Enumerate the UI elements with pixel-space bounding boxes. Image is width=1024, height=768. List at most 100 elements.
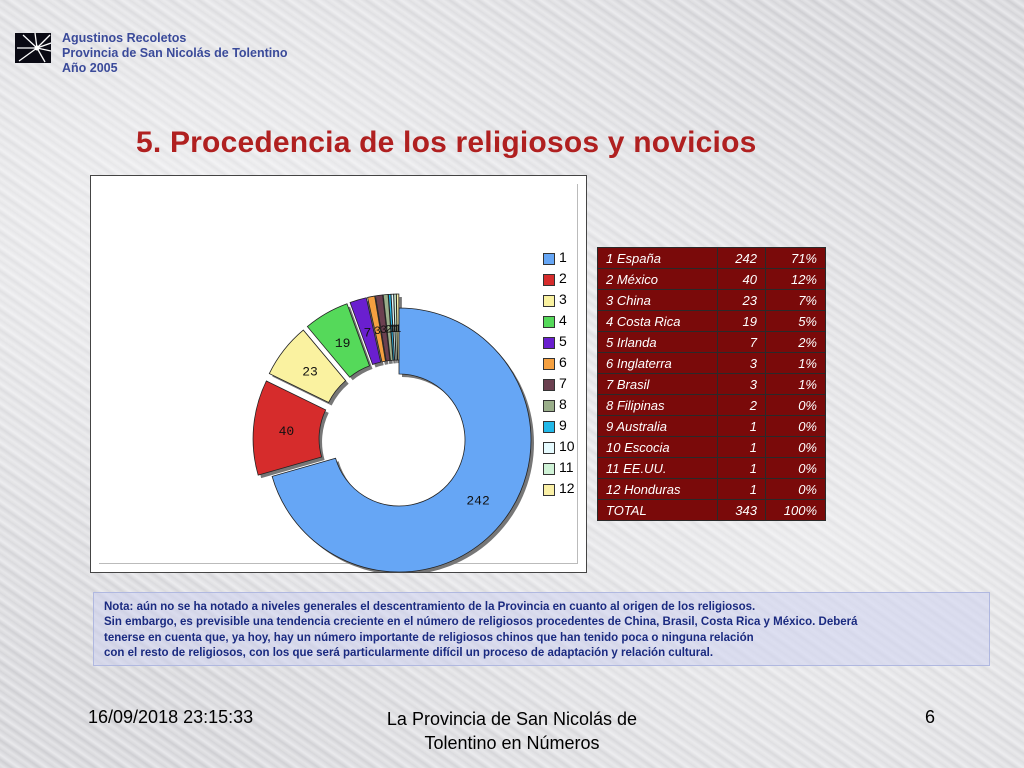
cell-label: 12 Honduras xyxy=(597,478,718,500)
legend-label: 11 xyxy=(559,459,574,475)
table-row: 12 Honduras 1 0% xyxy=(597,478,826,500)
chart-panel: 242 40 23 19 7 3 3 2 1 1 1 1 1 2 3 4 5 6 7 8 9 10 11 12 xyxy=(90,175,587,573)
cell-count: 1 xyxy=(717,436,766,458)
legend-swatch xyxy=(543,316,555,328)
cell-label: TOTAL xyxy=(597,499,718,521)
legend-item-4: 4 xyxy=(543,312,588,332)
legend-item-8: 8 xyxy=(543,396,588,416)
cell-pct: 0% xyxy=(765,457,826,479)
cell-count: 1 xyxy=(717,478,766,500)
cell-count: 3 xyxy=(717,373,766,395)
legend-swatch xyxy=(543,295,555,307)
cell-pct: 12% xyxy=(765,268,826,290)
legend-swatch xyxy=(543,274,555,286)
footer-title: La Provincia de San Nicolás de Tolentino… xyxy=(372,707,652,755)
data-label-6: 3 xyxy=(374,326,381,338)
cell-label: 1 España xyxy=(597,247,718,269)
legend-item-2: 2 xyxy=(543,270,588,290)
data-label-12: 1 xyxy=(395,324,402,336)
footer-date: 16/09/2018 23:15:33 xyxy=(88,707,254,727)
legend-swatch xyxy=(543,484,555,496)
data-label-8: 2 xyxy=(385,324,392,336)
cell-pct: 2% xyxy=(765,331,826,353)
cell-pct: 0% xyxy=(765,436,826,458)
legend-item-3: 3 xyxy=(543,291,588,311)
legend-swatch xyxy=(543,442,555,454)
slide-title: 5. Procedencia de los religiosos y novic… xyxy=(136,126,757,159)
legend-swatch xyxy=(543,400,555,412)
data-label-1: 242 xyxy=(466,494,489,509)
legend-label: 2 xyxy=(559,270,567,286)
cell-pct: 5% xyxy=(765,310,826,332)
slice-4 xyxy=(306,303,371,378)
org-year: Año 2005 xyxy=(62,61,118,75)
legend-label: 3 xyxy=(559,291,567,307)
cell-count: 1 xyxy=(717,457,766,479)
table-row: 6 Inglaterra 3 1% xyxy=(597,352,826,374)
footer-title-line: Tolentino en Números xyxy=(424,733,600,753)
cell-label: 3 China xyxy=(597,289,718,311)
note-line: con el resto de religiosos, con los que … xyxy=(104,646,714,659)
table-row: 5 Irlanda 7 2% xyxy=(597,331,826,353)
cell-label: 9 Australia xyxy=(597,415,718,437)
legend-label: 12 xyxy=(559,480,575,496)
cell-label: 10 Escocia xyxy=(597,436,718,458)
cell-count: 3 xyxy=(717,352,766,374)
cell-pct: 71% xyxy=(765,247,826,269)
slice-2 xyxy=(252,380,327,476)
legend-swatch xyxy=(543,253,555,265)
legend-label: 4 xyxy=(559,312,567,328)
legend-swatch xyxy=(543,421,555,433)
legend-swatch xyxy=(543,379,555,391)
legend-swatch xyxy=(543,463,555,475)
slice-12 xyxy=(396,293,400,361)
legend-swatch xyxy=(543,337,555,349)
cell-count: 23 xyxy=(717,289,766,311)
page-number: 6 xyxy=(925,707,936,727)
cell-count: 19 xyxy=(717,310,766,332)
cell-pct: 1% xyxy=(765,352,826,374)
cell-pct: 100% xyxy=(765,499,826,521)
cell-pct: 0% xyxy=(765,394,826,416)
data-label-4: 19 xyxy=(335,336,351,351)
table-total-row: TOTAL 343 100% xyxy=(597,499,826,521)
note-box: Nota: aún no se ha notado a niveles gene… xyxy=(93,592,990,666)
cell-label: 8 Filipinas xyxy=(597,394,718,416)
cell-count: 7 xyxy=(717,331,766,353)
cell-count: 40 xyxy=(717,268,766,290)
cell-label: 7 Brasil xyxy=(597,373,718,395)
slice-6 xyxy=(367,295,386,363)
chart-frame xyxy=(99,184,578,564)
note-line: Sin embargo, es previsible una tendencia… xyxy=(104,616,858,629)
table-row: 2 México 40 12% xyxy=(597,268,826,290)
data-label-10: 1 xyxy=(391,324,398,336)
legend-item-7: 7 xyxy=(543,375,588,395)
table-row: 7 Brasil 3 1% xyxy=(597,373,826,395)
table-row: 8 Filipinas 2 0% xyxy=(597,394,826,416)
data-label-9: 1 xyxy=(388,324,395,336)
cell-label: 5 Irlanda xyxy=(597,331,718,353)
cell-pct: 0% xyxy=(765,478,826,500)
cell-count: 242 xyxy=(717,247,766,269)
table-row: 11 EE.UU. 1 0% xyxy=(597,457,826,479)
slice-3 xyxy=(268,329,347,403)
legend-item-12: 12 xyxy=(543,480,588,500)
data-label-5: 7 xyxy=(363,326,371,341)
legend-item-5: 5 xyxy=(543,333,588,353)
legend-label: 10 xyxy=(559,438,575,454)
note-line: Nota: aún no se ha notado a niveles gene… xyxy=(104,601,756,613)
cell-count: 343 xyxy=(717,499,766,521)
slice-1 xyxy=(271,307,532,572)
slice-7 xyxy=(374,294,391,362)
legend-item-9: 9 xyxy=(543,417,588,437)
legend-label: 5 xyxy=(559,333,567,349)
legend-item-11: 11 xyxy=(543,459,588,479)
cell-label: 11 EE.UU. xyxy=(597,457,718,479)
table-row: 3 China 23 7% xyxy=(597,289,826,311)
data-label-3: 23 xyxy=(302,364,318,379)
cell-label: 4 Costa Rica xyxy=(597,310,718,332)
footer-title-line: La Provincia de San Nicolás de xyxy=(386,709,638,729)
cell-pct: 7% xyxy=(765,289,826,311)
cell-label: 6 Inglaterra xyxy=(597,352,718,374)
